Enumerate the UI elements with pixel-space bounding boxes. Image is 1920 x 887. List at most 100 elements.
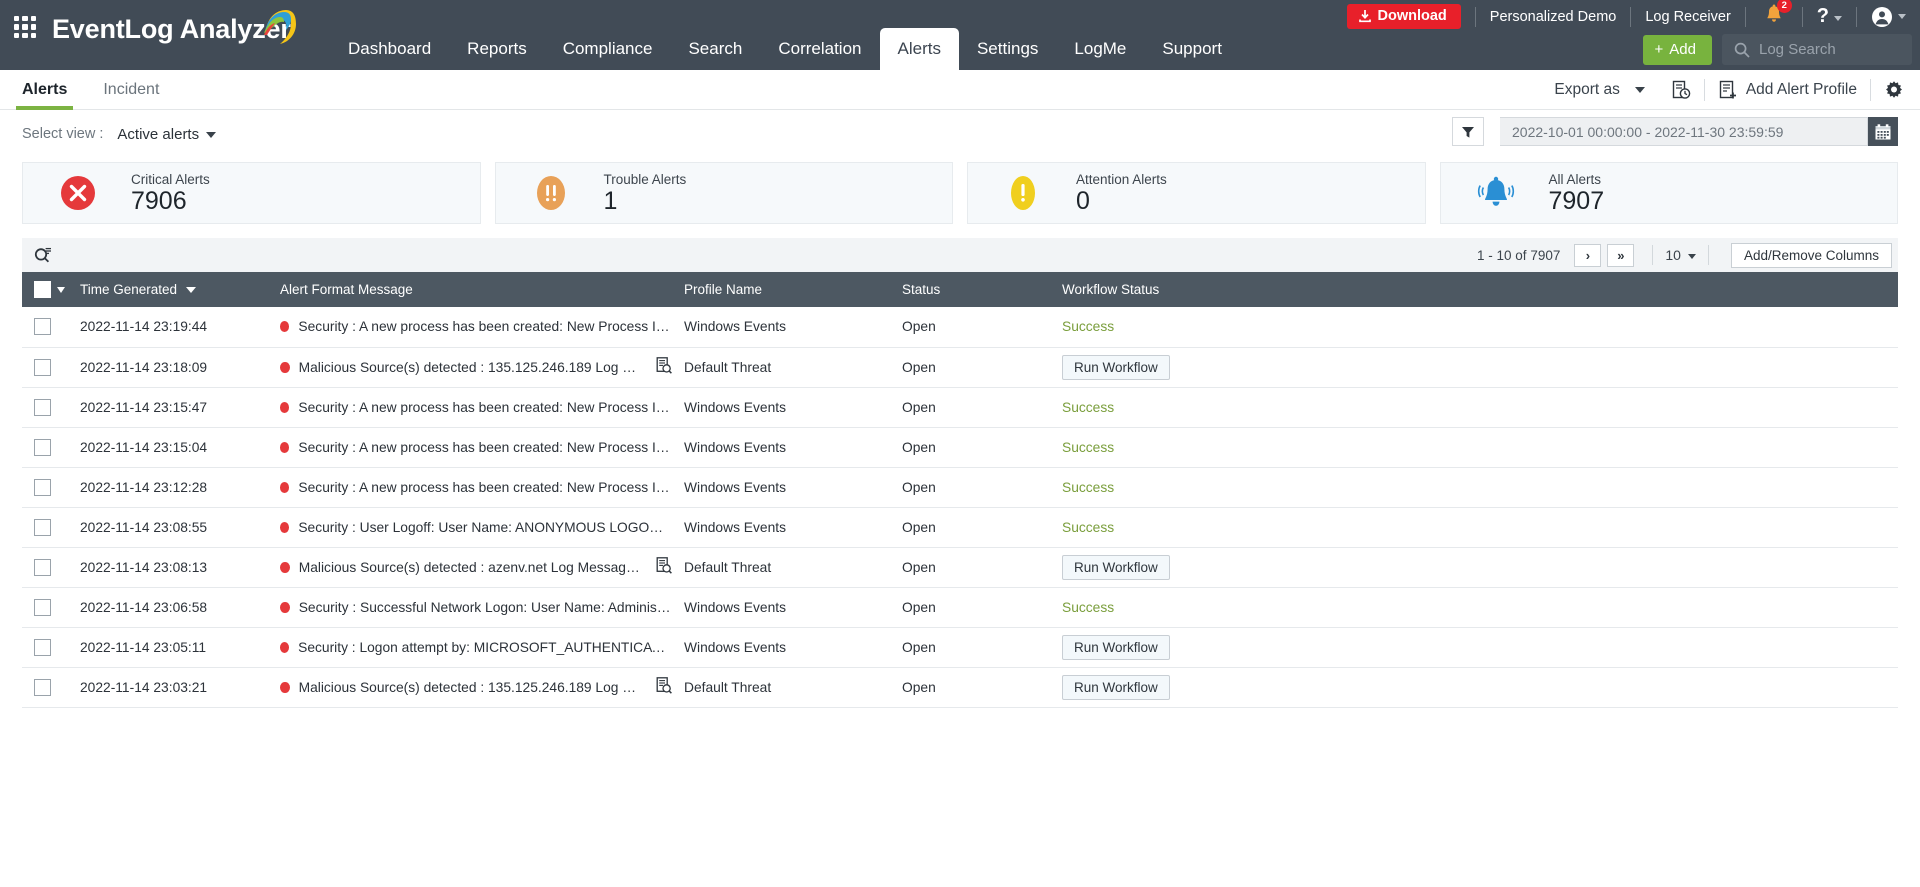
run-workflow-button[interactable]: Run Workflow bbox=[1062, 634, 1170, 660]
page-range-label: 1 - 10 of 7907 bbox=[1477, 247, 1561, 263]
download-button[interactable]: Download bbox=[1346, 4, 1461, 29]
alerts-table: Time Generated Alert Format Message Prof… bbox=[22, 272, 1898, 708]
add-remove-columns-button[interactable]: Add/Remove Columns bbox=[1730, 242, 1892, 268]
date-range-input[interactable]: 2022-10-01 00:00:00 - 2022-11-30 23:59:5… bbox=[1500, 117, 1868, 146]
row-checkbox[interactable] bbox=[34, 358, 51, 376]
table-row[interactable]: 2022-11-14 23:08:13 Malicious Source(s) d… bbox=[22, 547, 1898, 588]
cell-time-generated: 2022-11-14 23:15:47 bbox=[68, 387, 268, 428]
select-all-checkbox[interactable] bbox=[34, 281, 51, 298]
personalized-demo-link[interactable]: Personalized Demo bbox=[1489, 8, 1617, 25]
table-row[interactable]: 2022-11-14 23:15:04 Security : A new proc… bbox=[22, 427, 1898, 468]
th-profile-name[interactable]: Profile Name bbox=[672, 272, 890, 307]
card-trouble-alerts[interactable]: Trouble Alerts 1 bbox=[494, 162, 953, 224]
nav-item-compliance[interactable]: Compliance bbox=[562, 39, 653, 58]
log-search-input[interactable]: Log Search bbox=[1722, 34, 1912, 65]
nav-item-alerts[interactable]: Alerts bbox=[879, 28, 959, 70]
table-row[interactable]: 2022-11-14 23:05:11 Security : Logon atte… bbox=[22, 627, 1898, 668]
notifications-bell-icon[interactable]: 2 bbox=[1760, 0, 1792, 29]
view-log-message-button[interactable] bbox=[656, 677, 672, 697]
calendar-icon bbox=[1875, 123, 1891, 139]
row-checkbox[interactable] bbox=[34, 398, 51, 416]
row-checkbox[interactable] bbox=[34, 678, 51, 696]
table-pagination: 1 - 10 of 7907 › » 10 Add/Remove Columns bbox=[1477, 242, 1892, 268]
cell-time-generated: 2022-11-14 23:18:09 bbox=[68, 347, 268, 388]
severity-dot-icon bbox=[280, 361, 290, 373]
add-alert-profile-button[interactable]: Add Alert Profile bbox=[1705, 80, 1870, 100]
table-row[interactable]: 2022-11-14 23:12:28 Security : A new proc… bbox=[22, 467, 1898, 508]
card-attention-alerts[interactable]: Attention Alerts 0 bbox=[967, 162, 1426, 224]
row-checkbox[interactable] bbox=[34, 478, 51, 496]
row-checkbox[interactable] bbox=[34, 558, 51, 576]
add-button-label: Add bbox=[1669, 40, 1696, 58]
th-time-generated[interactable]: Time Generated bbox=[68, 272, 268, 307]
table-row[interactable]: 2022-11-14 23:03:21 Malicious Source(s) d… bbox=[22, 667, 1898, 708]
nav-item-logme[interactable]: LogMe bbox=[1074, 39, 1127, 58]
last-page-button[interactable]: » bbox=[1607, 243, 1635, 267]
nav-item-dashboard[interactable]: Dashboard bbox=[348, 39, 432, 58]
cell-alert-message: Security : Successful Network Logon: Use… bbox=[268, 587, 672, 628]
card-all-alerts[interactable]: All Alerts 7907 bbox=[1439, 162, 1898, 224]
next-page-button[interactable]: › bbox=[1574, 243, 1602, 267]
cell-time-generated: 2022-11-14 23:08:13 bbox=[68, 547, 268, 588]
row-checkbox[interactable] bbox=[34, 598, 51, 616]
row-select-cell bbox=[22, 667, 68, 708]
help-menu[interactable]: ? bbox=[1817, 5, 1842, 28]
schedule-report-button[interactable] bbox=[1658, 80, 1704, 100]
table-row[interactable]: 2022-11-14 23:15:47 Security : A new proc… bbox=[22, 387, 1898, 428]
severity-dot-icon bbox=[280, 521, 290, 533]
table-row[interactable]: 2022-11-14 23:19:44 Security : A new proc… bbox=[22, 307, 1898, 348]
row-checkbox[interactable] bbox=[34, 318, 51, 336]
view-log-message-icon[interactable] bbox=[656, 677, 672, 694]
nav-item-reports[interactable]: Reports bbox=[467, 39, 527, 58]
search-icon bbox=[1734, 42, 1750, 58]
cell-status: Open bbox=[890, 667, 1050, 708]
view-log-message-icon[interactable] bbox=[656, 357, 672, 374]
nav-item-correlation[interactable]: Correlation bbox=[778, 39, 862, 58]
select-view-label: Select view : bbox=[22, 126, 104, 142]
filter-funnel-button[interactable] bbox=[1452, 117, 1484, 146]
table-row[interactable]: 2022-11-14 23:08:55 Security : User Logof… bbox=[22, 507, 1898, 548]
sub-tab-tools: Export as Add Alert Profile bbox=[1541, 70, 1908, 110]
view-log-message-icon[interactable] bbox=[656, 557, 672, 574]
nav-item-support[interactable]: Support bbox=[1162, 39, 1222, 58]
table-row[interactable]: 2022-11-14 23:18:09 Malicious Source(s) d… bbox=[22, 347, 1898, 388]
export-as-dropdown[interactable]: Export as bbox=[1541, 81, 1657, 99]
view-log-message-button[interactable] bbox=[656, 357, 672, 377]
select-view-dropdown[interactable]: Active alerts bbox=[117, 126, 217, 143]
user-account-menu[interactable] bbox=[1871, 6, 1912, 28]
column-search-button[interactable] bbox=[34, 247, 52, 264]
settings-gear-button[interactable] bbox=[1871, 80, 1908, 100]
tab-incident[interactable]: Incident bbox=[103, 81, 160, 98]
view-log-message-button[interactable] bbox=[656, 557, 672, 577]
th-workflow-status[interactable]: Workflow Status bbox=[1050, 272, 1898, 307]
tab-alerts[interactable]: Alerts bbox=[8, 70, 81, 110]
run-workflow-button[interactable]: Run Workflow bbox=[1062, 554, 1170, 580]
nav-item-search[interactable]: Search bbox=[688, 39, 743, 58]
nav-item-settings[interactable]: Settings bbox=[976, 39, 1039, 58]
add-button[interactable]: + Add bbox=[1642, 34, 1712, 65]
cell-alert-message: Security : A new process has been create… bbox=[268, 387, 672, 428]
severity-dot-icon bbox=[280, 401, 290, 413]
run-workflow-button[interactable]: Run Workflow bbox=[1062, 354, 1170, 380]
cell-profile-name: Default Threat bbox=[672, 547, 890, 588]
calendar-button[interactable] bbox=[1868, 117, 1898, 146]
date-range-value: 2022-10-01 00:00:00 - 2022-11-30 23:59:5… bbox=[1512, 123, 1784, 140]
row-checkbox[interactable] bbox=[34, 438, 51, 456]
th-status[interactable]: Status bbox=[890, 272, 1050, 307]
page-size-dropdown[interactable]: 10 bbox=[1665, 247, 1696, 263]
grid-apps-icon[interactable] bbox=[12, 14, 38, 40]
log-receiver-link[interactable]: Log Receiver bbox=[1645, 8, 1731, 25]
row-select-cell bbox=[22, 547, 68, 588]
run-workflow-button[interactable]: Run Workflow bbox=[1062, 674, 1170, 700]
card-critical-alerts[interactable]: Critical Alerts 7906 bbox=[22, 162, 481, 224]
cell-workflow-status: Success bbox=[1050, 427, 1898, 468]
chevron-down-icon[interactable] bbox=[57, 286, 65, 293]
card-value: 7907 bbox=[1548, 186, 1605, 215]
main-navigation: Dashboard Reports Compliance Search Corr… bbox=[330, 28, 1240, 70]
chevron-down-icon bbox=[206, 131, 217, 138]
table-row[interactable]: 2022-11-14 23:06:58 Security : Successful… bbox=[22, 587, 1898, 628]
cell-time-generated: 2022-11-14 23:15:04 bbox=[68, 427, 268, 468]
th-alert-format-message[interactable]: Alert Format Message bbox=[268, 272, 672, 307]
row-checkbox[interactable] bbox=[34, 638, 51, 656]
row-checkbox[interactable] bbox=[34, 518, 51, 536]
